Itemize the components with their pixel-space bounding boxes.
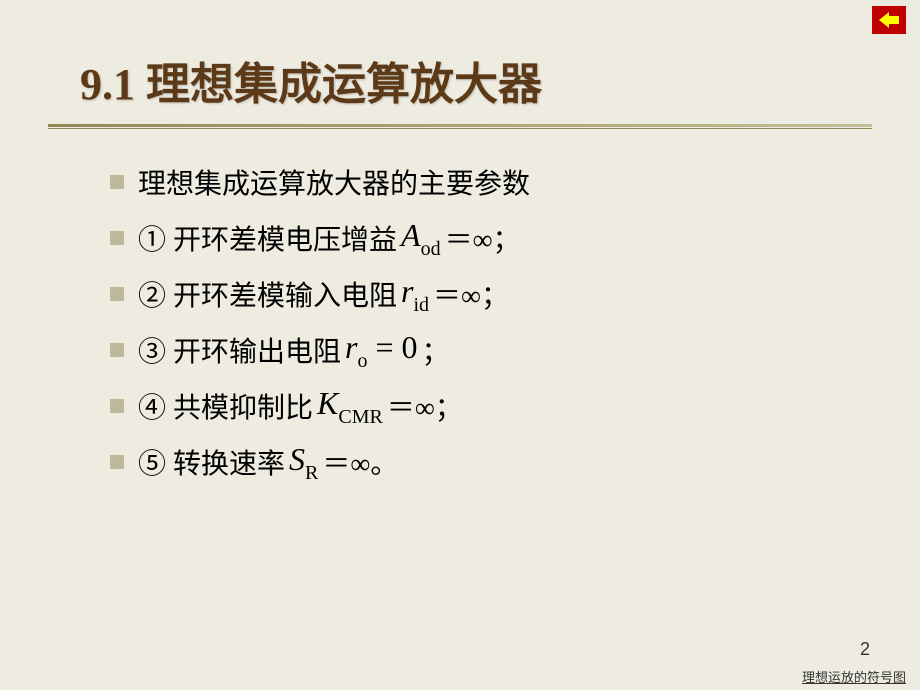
bullet-marker-icon xyxy=(110,399,124,413)
slide-title: 9.1 理想集成运算放大器 xyxy=(80,48,542,112)
title-underline xyxy=(48,124,872,130)
bullet-text: ② 开环差模输入电阻 xyxy=(138,274,397,314)
bullet-item: ② 开环差模输入电阻 rid ＝∞； xyxy=(110,272,860,316)
math-rhs: ＝∞； xyxy=(445,218,521,258)
back-button[interactable] xyxy=(872,6,906,34)
math-tail: ； xyxy=(422,330,450,370)
bullet-text: ① 开环差模电压增益 xyxy=(138,218,397,258)
bullet-item: ③ 开环输出电阻 ro = 0 ； xyxy=(110,328,860,372)
math-rhs: ＝∞； xyxy=(387,386,463,426)
bullet-item: ① 开环差模电压增益 Aod ＝∞； xyxy=(110,216,860,260)
arrow-left-icon xyxy=(879,12,899,28)
bullet-marker-icon xyxy=(110,231,124,245)
bullet-item: ④ 共模抑制比 KCMR ＝∞； xyxy=(110,384,860,428)
bullet-text: ③ 开环输出电阻 xyxy=(138,330,341,370)
math-var: SR xyxy=(285,441,322,483)
math-rhs: ＝∞。 xyxy=(322,442,398,482)
bullet-text: ④ 共模抑制比 xyxy=(138,386,313,426)
bullet-marker-icon xyxy=(110,455,124,469)
math-var: rid xyxy=(397,273,433,315)
math-var: ro = 0 xyxy=(341,329,422,371)
math-var: KCMR xyxy=(313,385,387,427)
bullet-marker-icon xyxy=(110,287,124,301)
bullet-item: 理想集成运算放大器的主要参数 xyxy=(110,160,860,204)
bullet-text: ⑤ 转换速率 xyxy=(138,442,285,482)
footer-link[interactable]: 理想运放的符号图 xyxy=(802,667,906,686)
bullet-item: ⑤ 转换速率 SR ＝∞。 xyxy=(110,440,860,484)
bullet-text: 理想集成运算放大器的主要参数 xyxy=(138,162,530,202)
slide-content: 理想集成运算放大器的主要参数 ① 开环差模电压增益 Aod ＝∞； ② 开环差模… xyxy=(110,160,860,496)
bullet-marker-icon xyxy=(110,343,124,357)
page-number: 2 xyxy=(860,639,870,660)
math-var: Aod xyxy=(397,217,445,259)
bullet-marker-icon xyxy=(110,175,124,189)
math-rhs: ＝∞； xyxy=(433,274,509,314)
